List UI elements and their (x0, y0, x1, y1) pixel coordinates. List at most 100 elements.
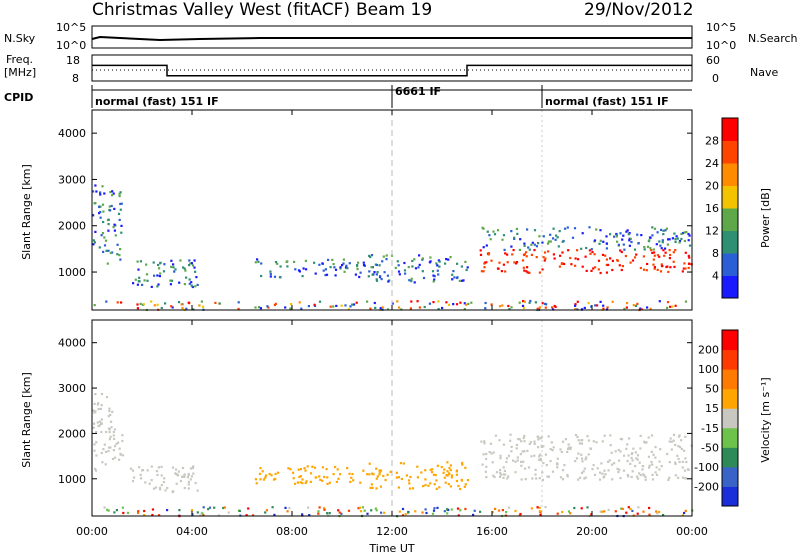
scatter-cell (504, 473, 507, 476)
scatter-cell (542, 445, 545, 448)
scatter-cell (187, 301, 190, 304)
scatter-cell (588, 249, 591, 252)
scatter-cell (429, 256, 432, 259)
scatter-cell (619, 232, 622, 235)
scatter-cell (450, 474, 454, 477)
scatter-cell (530, 507, 533, 510)
scatter-cell (274, 261, 278, 264)
scatter-cell (592, 440, 595, 443)
scatter-cell (650, 460, 653, 464)
scatter-cell (638, 472, 641, 475)
scatter-cell (561, 251, 564, 254)
scatter-cell (386, 473, 389, 476)
scatter-cell (629, 462, 632, 465)
scatter-cell (541, 302, 544, 305)
scatter-cell (409, 307, 412, 310)
scatter-cell (142, 303, 145, 306)
scatter-cell (136, 260, 139, 263)
scatter-cell (580, 439, 583, 442)
scatter-cell (596, 467, 599, 470)
scatter-cell (544, 257, 547, 260)
scatter-cell (577, 452, 580, 455)
scatter-cell (103, 192, 106, 195)
scatter-cell (652, 453, 655, 456)
scatter-cell (591, 468, 594, 471)
scatter-cell (447, 483, 450, 486)
scatter-cell (349, 480, 352, 483)
scatter-cell (321, 479, 324, 482)
scatter-cell (680, 447, 683, 450)
scatter-cell (480, 270, 483, 273)
scatter-cell (636, 477, 640, 480)
scatter-cell (160, 484, 163, 487)
scatter-cell (245, 514, 248, 517)
scatter-cell (95, 190, 98, 193)
scatter-cell (492, 451, 495, 454)
scatter-cell (546, 475, 549, 478)
scatter-cell (462, 279, 465, 282)
scatter-cell (402, 462, 405, 465)
scatter-cell (488, 451, 491, 454)
scatter-cell (481, 226, 484, 229)
nsky-tick-high: 10^5 (56, 21, 86, 34)
nsearch-tick-high: 10^5 (706, 21, 736, 34)
scatter-cell (418, 263, 421, 266)
scatter-cell (109, 413, 112, 416)
scatter-cell (621, 265, 624, 268)
scatter-cell (671, 305, 674, 308)
scatter-cell (539, 513, 542, 516)
scatter-cell (403, 261, 406, 265)
scatter-cell (681, 270, 684, 273)
scatter-cell (459, 509, 462, 512)
scatter-cell (604, 254, 607, 257)
scatter-cell (668, 476, 671, 479)
scatter-cell (503, 469, 506, 473)
scatter-cell (560, 262, 563, 265)
scatter-cell (641, 468, 644, 471)
scatter-cell (499, 468, 502, 472)
scatter-cell (549, 460, 552, 463)
scatter-cell (190, 475, 193, 478)
scatter-cell (591, 250, 594, 254)
scatter-cell (577, 439, 580, 442)
scatter-cell (674, 461, 677, 464)
scatter-cell (396, 260, 399, 263)
scatter-cell (610, 451, 613, 454)
scatter-cell (639, 474, 642, 477)
scatter-cell (615, 235, 618, 238)
scatter-cell (435, 262, 438, 265)
scatter-cell (276, 262, 279, 265)
scatter-cell (662, 513, 665, 517)
scatter-cell (93, 411, 96, 414)
scatter-cell (422, 485, 425, 488)
scatter-cell (299, 475, 302, 478)
scatter-cell (631, 452, 634, 455)
scatter-cell (683, 239, 686, 243)
scatter-cell (292, 477, 295, 480)
scatter-cell (301, 513, 304, 516)
scatter-cell (518, 248, 521, 251)
scatter-cell (414, 267, 418, 270)
scatter-cell (589, 447, 593, 450)
scatter-cell (118, 195, 121, 198)
scatter-cell (685, 231, 688, 234)
scatter-cell (194, 285, 197, 288)
scatter-cell (687, 266, 690, 269)
scatter-cell (129, 467, 133, 470)
scatter-cell (118, 192, 121, 195)
scatter-cell (535, 256, 538, 259)
scatter-cell (111, 457, 115, 461)
scatter-cell (162, 481, 166, 484)
scatter-cell (631, 470, 634, 473)
scatter-cell (137, 268, 140, 271)
scatter-cell (464, 483, 467, 486)
scatter-cell (192, 465, 195, 468)
scatter-cell (599, 229, 602, 232)
scatter-cell (587, 302, 590, 305)
colorbar-swatch (722, 230, 738, 254)
scatter-cell (567, 447, 570, 450)
scatter-cell (319, 478, 322, 481)
scatter-cell (411, 259, 414, 263)
scatter-cell (585, 246, 588, 250)
